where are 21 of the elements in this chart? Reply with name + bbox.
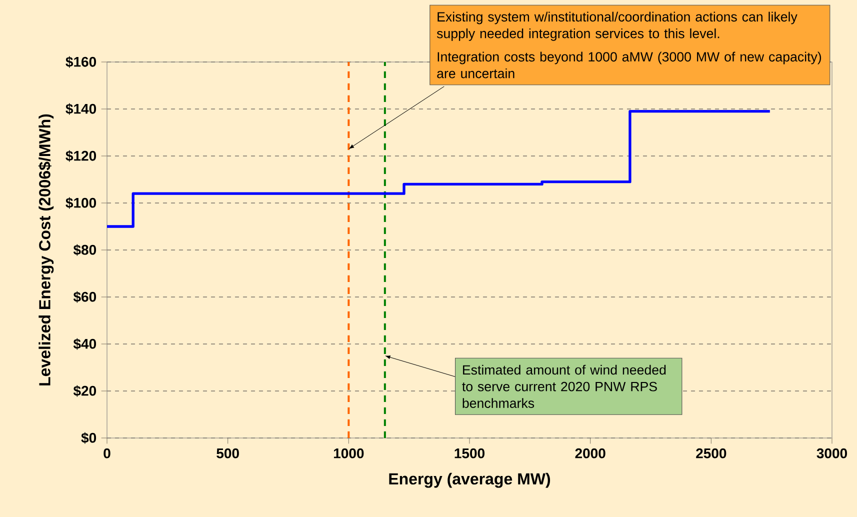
x-tick-label: 2500 [696,448,726,458]
x-tick-label: 2000 [575,448,606,458]
y-tick-label: $140 [66,103,96,115]
y-tick-label: $160 [66,56,96,68]
x-tick-label: 1000 [334,448,364,458]
y-tick-label: $60 [73,291,96,303]
x-tick-label: 1500 [454,448,484,458]
annotation: Integration costs beyond 1000 aMW (3000 MW of new capacity) are uncertain [437,52,822,78]
y-axis-title: Levelized Energy Cost (2006$/MWh) [38,114,54,386]
y-tick-label: $20 [73,385,96,397]
x-axis-title: Energy (average MW) [389,472,550,488]
text: Existing system w/institutional/coordination actions can likely supply needed integration services to this level. [436,12,798,41]
y-tick-label: $120 [66,150,96,162]
y-tick-label: $0 [81,432,96,444]
y-tick-label: $100 [66,197,96,209]
y-tick-label: $80 [73,244,96,256]
y-tick-label: $40 [73,338,96,350]
x-tick-label: 3000 [816,448,847,458]
x-tick-label: 0 [104,448,110,458]
x-tick-label: 500 [216,448,239,458]
annotation: Estimated amount of wind needed to serve current 2020 PNW RPS benchmarks [462,364,666,408]
